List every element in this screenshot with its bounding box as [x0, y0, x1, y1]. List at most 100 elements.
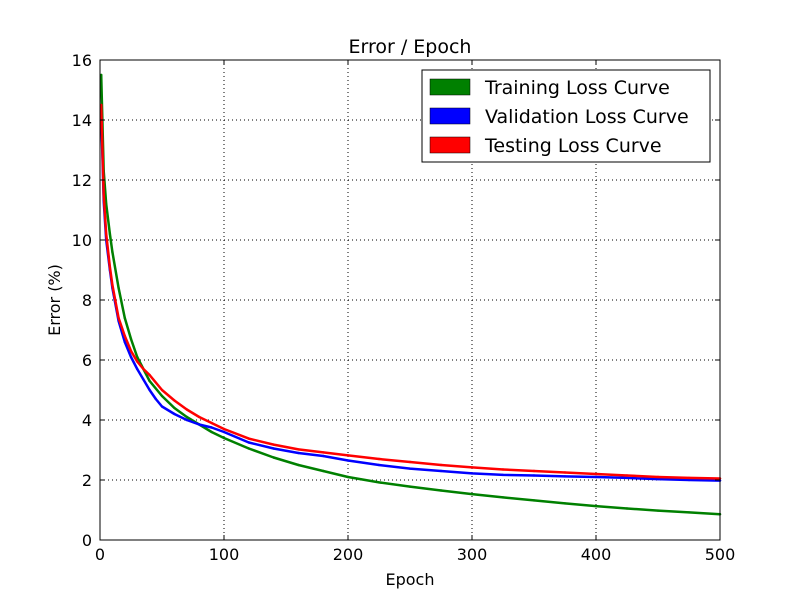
validation-loss-curve-point: [123, 340, 127, 344]
validation-loss-curve-point: [222, 430, 226, 434]
training-loss-curve-point: [100, 73, 103, 77]
validation-loss-curve-point: [173, 412, 176, 416]
training-loss-curve-point: [185, 415, 188, 419]
testing-loss-curve-point: [656, 475, 660, 479]
x-tick-label: 400: [581, 545, 612, 564]
testing-loss-curve-point: [160, 388, 164, 392]
training-loss-curve-point: [563, 502, 567, 505]
testing-loss-curve-point: [377, 457, 381, 461]
y-tick-label: 12: [72, 171, 92, 190]
testing-loss-curve-point: [322, 451, 325, 454]
testing-loss-curve-point: [625, 474, 629, 477]
validation-loss-curve-point: [198, 423, 201, 426]
validation-loss-curve-point: [594, 475, 598, 479]
training-loss-curve-point: [105, 202, 108, 206]
training-loss-curve-legend-label: Training Loss Curve: [484, 77, 670, 99]
validation-loss-curve-point: [346, 459, 350, 462]
testing-loss-curve-point: [173, 399, 176, 402]
y-tick-label: 14: [72, 111, 92, 130]
y-tick-label: 6: [82, 351, 92, 370]
testing-loss-curve-point: [470, 466, 474, 469]
validation-loss-curve-point: [563, 475, 567, 478]
testing-loss-curve-point: [148, 373, 151, 377]
testing-loss-curve-legend-swatch: [429, 136, 471, 154]
testing-loss-curve-point: [272, 443, 275, 446]
testing-loss-curve-point: [117, 316, 120, 320]
series-lines: [99, 73, 722, 516]
training-loss-curve-point: [272, 456, 275, 459]
axis-ticks: 0 100 200 300 400 500 0 2 4 6 8 10 12 14 16: [72, 51, 736, 564]
validation-loss-curve-point: [439, 469, 443, 473]
y-tick-label: 2: [82, 471, 92, 490]
training-loss-curve-point: [501, 496, 505, 499]
training-loss-curve-point: [346, 475, 350, 479]
training-loss-curve-point: [222, 436, 226, 440]
y-tick-label: 8: [82, 291, 92, 310]
validation-loss-curve-point: [272, 447, 275, 450]
validation-loss-curve-legend-swatch: [429, 107, 471, 125]
validation-loss-curve-point: [136, 367, 139, 371]
training-loss-curve-point: [129, 337, 133, 341]
testing-loss-curve-point: [563, 471, 567, 474]
x-tick-label: 0: [95, 545, 105, 564]
validation-loss-curve-point: [470, 472, 474, 475]
x-tick-label: 500: [705, 545, 736, 564]
training-loss-curve-point: [532, 499, 536, 502]
y-tick-label: 10: [72, 231, 92, 250]
training-loss-curve-point: [210, 430, 213, 434]
training-loss-curve-point: [136, 355, 139, 359]
training-loss-curve-point: [173, 406, 176, 410]
training-loss-curve-point: [247, 447, 250, 450]
training-loss-curve-point: [322, 469, 325, 473]
training-loss-curve-point: [148, 379, 151, 383]
validation-loss-curve-point: [154, 397, 157, 401]
testing-loss-curve-point: [687, 476, 691, 480]
testing-loss-curve-point: [439, 463, 443, 467]
training-loss-curve-point: [117, 286, 120, 290]
training-loss-curve-point: [625, 507, 629, 510]
validation-loss-curve-legend-label: Validation Loss Curve: [485, 106, 689, 128]
training-loss-curve-point: [160, 394, 164, 398]
testing-loss-curve-point: [123, 334, 127, 338]
chart-title: Error / Epoch: [349, 36, 472, 58]
y-axis-title: Error (%): [45, 264, 64, 336]
testing-loss-curve-point: [108, 265, 112, 269]
testing-loss-curve-point: [185, 408, 188, 411]
x-tick-label: 300: [457, 545, 488, 564]
validation-loss-curve-point: [656, 477, 660, 481]
training-loss-curve-point: [297, 463, 300, 467]
training-loss-curve-point: [687, 511, 691, 514]
training-loss-curve-point: [111, 250, 114, 254]
testing-loss-curve-point: [501, 468, 505, 471]
testing-loss-curve-point: [136, 360, 139, 363]
training-loss-curve-point: [594, 504, 598, 508]
y-tick-label: 0: [82, 531, 92, 550]
testing-loss-curve-point: [102, 193, 105, 197]
testing-loss-curve-line: [99, 103, 722, 480]
training-loss-curve-point: [656, 509, 660, 512]
training-loss-curve-point: [108, 232, 112, 236]
y-tick-label: 16: [72, 51, 92, 70]
training-loss-curve-legend-swatch: [429, 78, 471, 96]
testing-loss-curve-point: [105, 232, 108, 236]
validation-loss-curve-point: [687, 478, 691, 482]
validation-loss-curve-point: [185, 418, 188, 422]
testing-loss-curve-point: [129, 349, 133, 353]
testing-loss-curve-point: [408, 460, 412, 464]
x-tick-label: 200: [333, 545, 364, 564]
training-loss-curve-point: [377, 481, 381, 484]
testing-loss-curve-legend-label: Testing Loss Curve: [484, 135, 662, 157]
validation-loss-curve-point: [142, 378, 145, 381]
validation-loss-curve-point: [377, 463, 381, 467]
testing-loss-curve-point: [198, 415, 201, 419]
validation-loss-curve-point: [247, 441, 250, 444]
testing-loss-curve-point: [594, 472, 598, 476]
validation-loss-curve-point: [210, 426, 213, 429]
validation-loss-curve-point: [625, 476, 629, 480]
testing-loss-curve-point: [210, 421, 213, 425]
training-loss-curve-point: [439, 489, 443, 492]
x-axis-title: Epoch: [386, 570, 435, 589]
y-tick-label: 4: [82, 411, 92, 430]
testing-loss-curve-point: [247, 437, 250, 440]
